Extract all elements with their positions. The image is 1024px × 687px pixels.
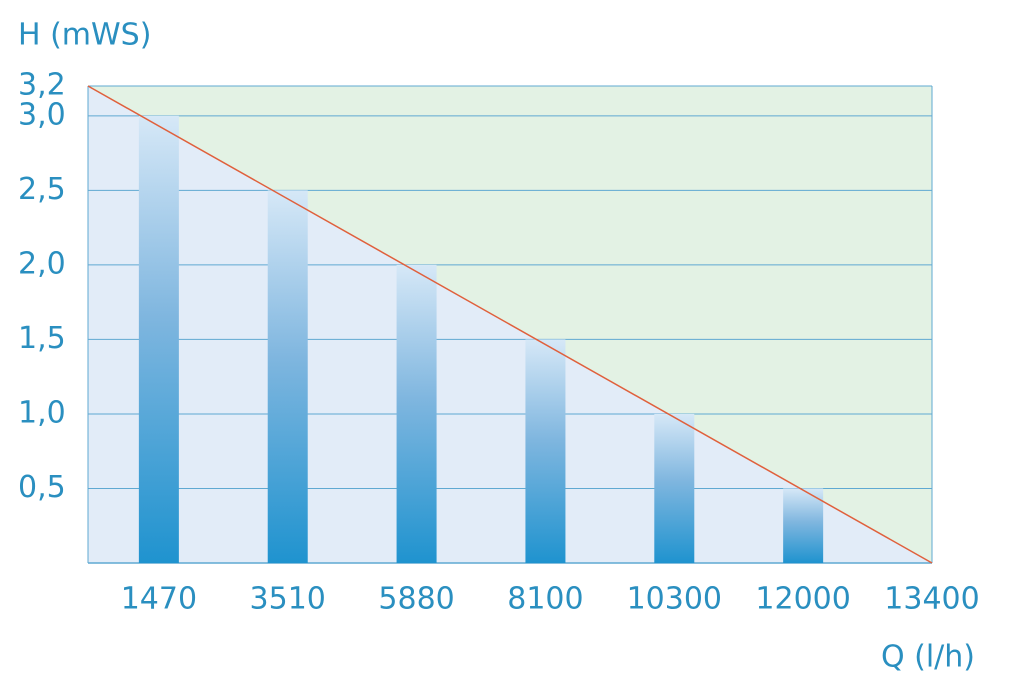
x-axis-label: Q (l/h) [881, 640, 975, 675]
y-tick-label: 3,2 [18, 68, 66, 103]
y-tick-label: 1,5 [18, 321, 66, 356]
bar [267, 190, 308, 563]
x-tick-label: 8100 [507, 582, 583, 617]
x-tick-label: 3510 [250, 582, 326, 617]
curve [87, 85, 933, 564]
y-axis-label: H (mWS) [18, 18, 151, 53]
x-tick-label: 13400 [884, 582, 979, 617]
bar [138, 115, 179, 563]
x-tick-label: 12000 [755, 582, 850, 617]
bar [783, 488, 824, 563]
y-tick-label: 0,5 [18, 470, 66, 505]
x-tick-label: 1470 [121, 582, 197, 617]
x-tick-label: 10300 [627, 582, 722, 617]
y-tick-label: 2,5 [18, 172, 66, 207]
bar [654, 413, 695, 563]
y-tick-label: 1,0 [18, 395, 66, 430]
y-tick-label: 2,0 [18, 246, 66, 281]
bar [525, 339, 566, 563]
bar [396, 264, 437, 563]
x-tick-label: 5880 [378, 582, 454, 617]
y-tick-label: 3,0 [18, 97, 66, 132]
